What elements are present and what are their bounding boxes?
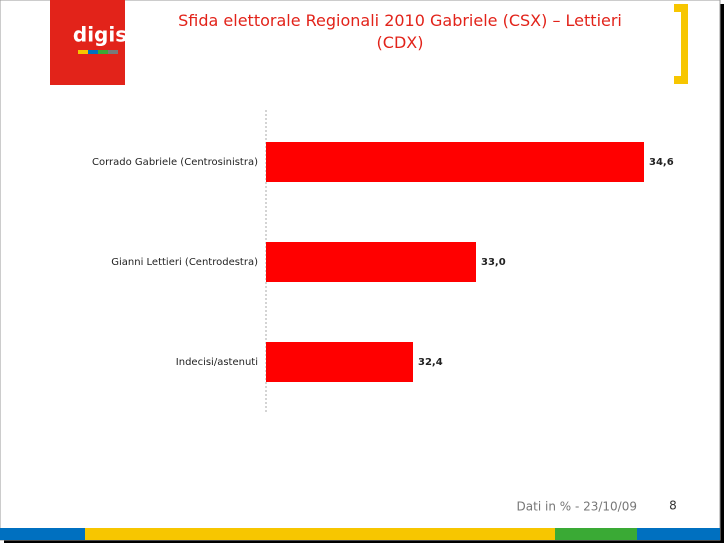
bar (266, 242, 476, 282)
footer-stripe (555, 528, 637, 540)
page-number: 8 (669, 499, 677, 513)
logo-stripe (88, 50, 98, 54)
logo-box (50, 0, 125, 85)
category-label: Gianni Lettieri (Centrodestra) (111, 257, 258, 268)
plot: Corrado Gabriele (Centrosinistra) 34,6 Gia… (92, 142, 674, 382)
value-label: 32,4 (418, 357, 443, 368)
logo-stripe (98, 50, 108, 54)
title-box: Sfida elettorale Regionali 2010 Gabriele… (178, 11, 622, 52)
category-label: Indecisi/astenuti (176, 357, 258, 368)
footer: Dati in % - 23/10/09 (517, 500, 637, 514)
bracket (674, 4, 688, 84)
footer-stripe (637, 528, 720, 540)
logo-stripe (78, 50, 88, 54)
value-label: 33,0 (481, 257, 506, 268)
value-label: 34,6 (649, 157, 674, 168)
bar (266, 142, 644, 182)
footer-stripe (0, 528, 85, 540)
logo-stripe (108, 50, 118, 54)
logo-text: digis (73, 23, 127, 47)
footer-stripe (85, 528, 555, 540)
category-label: Corrado Gabriele (Centrosinistra) (92, 157, 258, 168)
bar (266, 342, 413, 382)
chart-title: Sfida elettorale Regionali 2010 Gabriele… (178, 11, 622, 52)
